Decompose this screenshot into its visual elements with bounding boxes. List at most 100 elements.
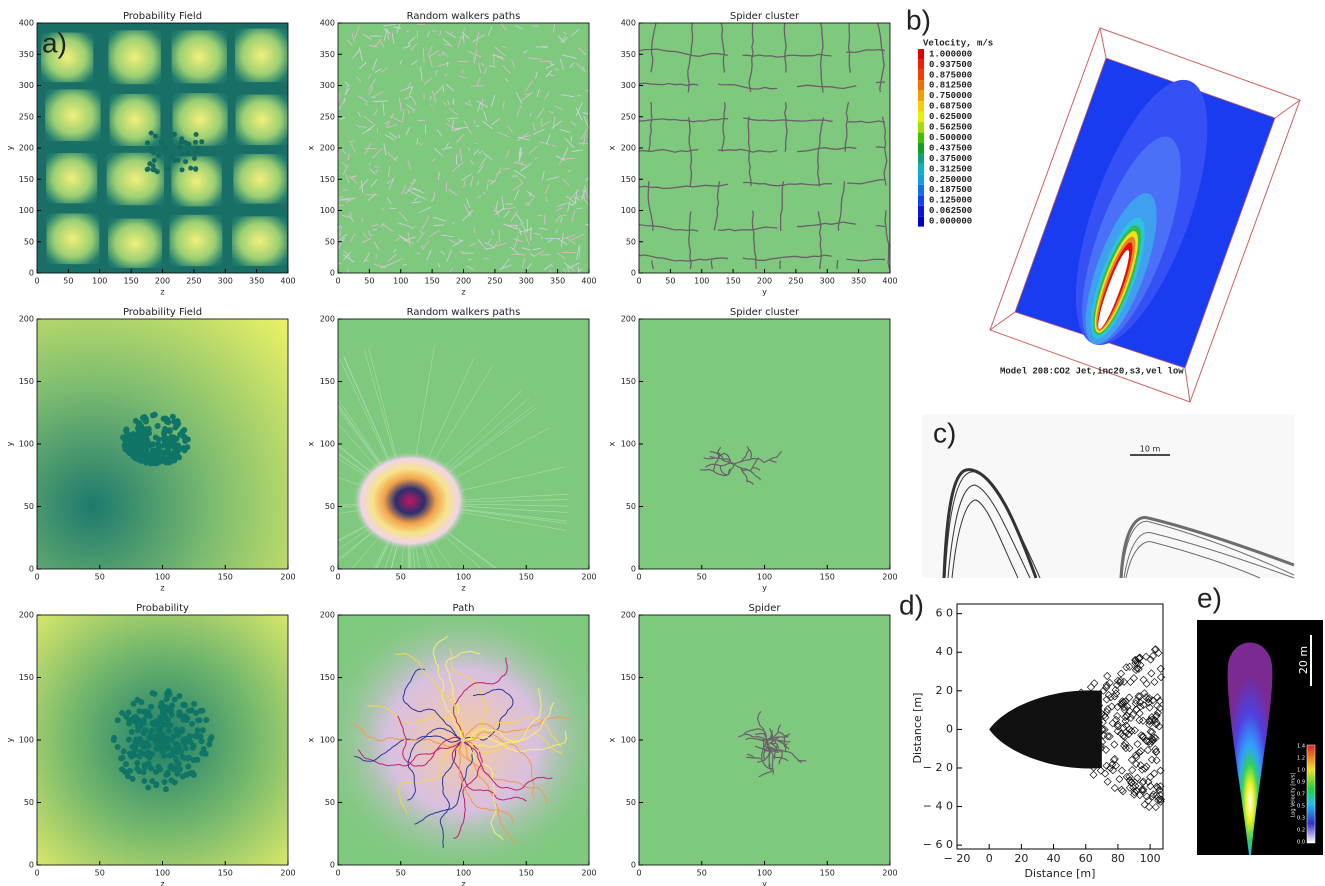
panel-title: Probability Field (123, 11, 202, 22)
scatter-point (1142, 653, 1149, 660)
scatter-point (1091, 680, 1098, 687)
cell (110, 94, 161, 146)
cluster (150, 412, 156, 418)
cluster (147, 161, 152, 166)
panel-title: Probability (136, 603, 189, 614)
cell (235, 28, 288, 82)
colorbar-swatch (918, 112, 924, 122)
cluster (158, 723, 164, 729)
colorbar-label: 0.250000 (929, 175, 972, 185)
field-image (639, 23, 890, 273)
panel-title: Probability Field (123, 307, 202, 318)
x-tick-label: 200 (757, 277, 772, 286)
y-tick-label: 250 (621, 112, 636, 121)
cluster (124, 440, 130, 446)
cluster (140, 444, 146, 450)
cluster (180, 717, 186, 723)
panel-title: Path (453, 603, 475, 614)
x-tick-label: 50 (665, 277, 675, 286)
x-tick-label: 200 (280, 869, 295, 878)
cluster (129, 729, 135, 735)
colorbar-label: 0.750000 (929, 91, 972, 101)
colorbar-swatch (918, 143, 924, 153)
cluster (163, 146, 168, 151)
y-tick-label: 350 (320, 50, 335, 59)
scatter-point (1087, 684, 1094, 691)
cluster (179, 151, 184, 156)
x-tick-label: 300 (218, 277, 233, 286)
colorbar-label: 0.3 (1297, 816, 1305, 822)
y-axis-label: y (6, 145, 15, 150)
cell (169, 215, 222, 266)
x-tick-label: 60 (1079, 852, 1093, 865)
colorbar-label: 0.500000 (929, 133, 972, 143)
scatter-point (1104, 673, 1111, 680)
x-tick-label: 80 (1111, 852, 1125, 865)
x-tick-label: 50 (364, 277, 374, 286)
cluster (172, 697, 178, 703)
cluster (198, 708, 204, 714)
y-tick-label: 150 (621, 673, 636, 682)
colorbar-swatch (918, 70, 924, 80)
cluster (180, 773, 186, 779)
cluster (182, 140, 187, 145)
cell (233, 154, 286, 204)
scatter-cloud (989, 690, 1102, 768)
colorbar-label: 0.812500 (929, 81, 972, 91)
panel-c-image (922, 414, 1295, 578)
y-tick-label: 0 (631, 269, 636, 278)
y-tick-label: 0 (29, 861, 34, 870)
cluster (168, 763, 174, 769)
y-tick-label: 0 (946, 722, 953, 735)
cluster (151, 150, 156, 155)
scatter-point (1158, 674, 1165, 681)
cluster (185, 764, 191, 770)
cluster (183, 159, 188, 164)
y-tick-label: 200 (621, 144, 636, 153)
cluster (134, 760, 140, 766)
cluster (168, 434, 174, 440)
cell (108, 30, 161, 84)
cluster (167, 722, 173, 728)
cluster (147, 754, 153, 760)
cluster (164, 736, 170, 742)
scatter-point (1118, 786, 1125, 793)
x-tick-label: 350 (851, 277, 866, 286)
cluster (130, 431, 136, 437)
cluster (136, 753, 142, 759)
y-tick-label: 0 (631, 861, 636, 870)
cluster (165, 419, 171, 425)
x-axis-label: z (461, 288, 465, 297)
cluster (199, 139, 204, 144)
x-axis-label: y (762, 584, 767, 593)
x-tick-label: 0 (636, 277, 641, 286)
cluster (180, 167, 185, 172)
colorbar-label: 0.5 (1297, 804, 1305, 810)
cluster (120, 755, 126, 761)
cluster (133, 418, 139, 424)
cluster (115, 717, 121, 723)
cluster (195, 727, 201, 733)
x-tick-label: 100 (757, 869, 772, 878)
x-tick-label: 100 (694, 277, 709, 286)
field-image (37, 615, 288, 865)
x-tick-label: 150 (424, 277, 439, 286)
scatter-image (989, 646, 1164, 811)
x-axis-label: z (160, 880, 164, 886)
cluster (181, 702, 187, 708)
scale-label: 10 m (1140, 445, 1161, 454)
x-tick-label: 0 (34, 573, 39, 582)
y-tick-label: − 2 0 (923, 761, 953, 774)
cluster (122, 769, 128, 775)
cluster (176, 158, 181, 163)
cluster (155, 764, 161, 770)
y-tick-label: 250 (19, 112, 34, 121)
y-tick-label: 0 (330, 565, 335, 574)
scatter-point (1104, 778, 1111, 785)
panel-b-render (990, 28, 1300, 402)
y-tick-label: 150 (320, 377, 335, 386)
y-axis-label: x (307, 145, 316, 150)
cluster (130, 750, 136, 756)
cluster (201, 746, 207, 752)
panel-label: c) (933, 417, 956, 448)
